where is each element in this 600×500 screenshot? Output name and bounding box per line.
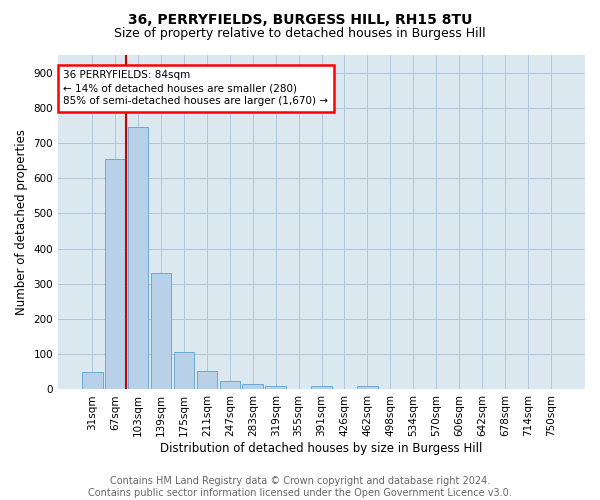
Text: 36 PERRYFIELDS: 84sqm
← 14% of detached houses are smaller (280)
85% of semi-det: 36 PERRYFIELDS: 84sqm ← 14% of detached … (64, 70, 328, 106)
Bar (197, 371, 217, 390)
Text: 36, PERRYFIELDS, BURGESS HILL, RH15 8TU: 36, PERRYFIELDS, BURGESS HILL, RH15 8TU (128, 12, 472, 26)
Bar (311, 386, 332, 390)
Bar (151, 274, 172, 390)
Bar (220, 380, 240, 390)
Bar (105, 159, 125, 390)
Bar (242, 384, 263, 390)
Bar (173, 352, 194, 390)
X-axis label: Distribution of detached houses by size in Burgess Hill: Distribution of detached houses by size … (160, 442, 483, 455)
Y-axis label: Number of detached properties: Number of detached properties (15, 129, 28, 315)
Text: Contains HM Land Registry data © Crown copyright and database right 2024.
Contai: Contains HM Land Registry data © Crown c… (88, 476, 512, 498)
Text: Size of property relative to detached houses in Burgess Hill: Size of property relative to detached ho… (114, 28, 486, 40)
Bar (82, 372, 103, 390)
Bar (265, 386, 286, 390)
Bar (357, 386, 377, 390)
Bar (128, 127, 148, 390)
